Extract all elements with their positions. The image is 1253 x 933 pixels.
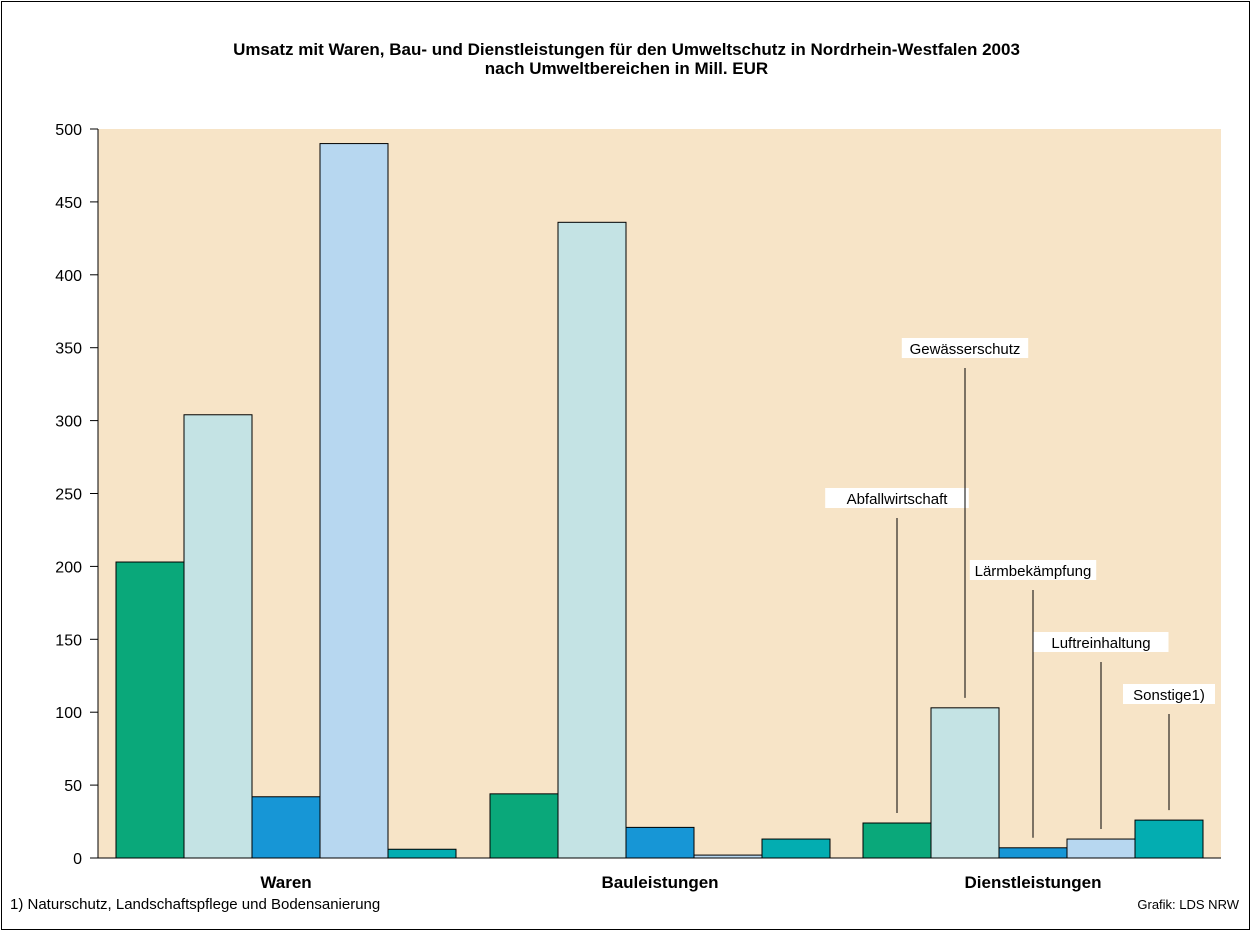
bar <box>319 143 389 859</box>
annotation-label: Lärmbekämpfung <box>975 563 1092 580</box>
chart-title-line2: nach Umweltbereichen in Mill. EUR <box>484 59 769 78</box>
y-tick-label: 100 <box>55 705 82 722</box>
y-tick-label: 50 <box>64 778 82 795</box>
bar <box>557 221 627 859</box>
bar <box>489 793 559 859</box>
bar <box>625 826 695 859</box>
bar <box>1134 819 1204 859</box>
bar <box>251 796 321 859</box>
y-tick-label: 400 <box>55 268 82 285</box>
y-tick-label: 0 <box>73 851 82 868</box>
y-tick-label: 500 <box>55 122 82 139</box>
credit: Grafik: LDS NRW <box>1137 897 1239 912</box>
bar <box>998 847 1068 859</box>
bar <box>693 854 763 859</box>
annotation-bg <box>901 338 1029 358</box>
chart-title: Umsatz mit Waren, Bau- und Dienstleistun… <box>0 40 1253 78</box>
y-tick-label: 250 <box>55 487 82 504</box>
x-category-label: Dienstleistungen <box>965 873 1102 892</box>
annotation-label: Luftreinhaltung <box>1051 635 1150 652</box>
y-tick-label: 450 <box>55 195 82 212</box>
annotation-bg <box>1123 684 1215 704</box>
footnote: 1) Naturschutz, Landschaftspflege und Bo… <box>10 896 381 913</box>
y-tick-label: 150 <box>55 632 82 649</box>
bar <box>761 838 831 859</box>
y-tick-label: 200 <box>55 559 82 576</box>
y-tick-label: 350 <box>55 341 82 358</box>
x-category-label: Bauleistungen <box>601 873 718 892</box>
bar <box>1066 838 1136 859</box>
bar <box>387 848 457 859</box>
bar <box>930 707 1000 859</box>
y-tick-label: 300 <box>55 414 82 431</box>
bar <box>862 822 932 859</box>
plot-area <box>98 129 1221 858</box>
annotation-bg <box>969 560 1097 580</box>
bar <box>115 561 185 859</box>
annotation-bg <box>825 488 969 508</box>
x-category-label: Waren <box>260 873 311 892</box>
annotation-label: Abfallwirtschaft <box>847 491 949 508</box>
bar <box>183 414 253 859</box>
chart-title-line1: Umsatz mit Waren, Bau- und Dienstleistun… <box>233 40 1020 59</box>
annotation-label: Sonstige1) <box>1133 687 1205 704</box>
annotation-bg <box>1033 632 1169 652</box>
annotation-label: Gewässerschutz <box>910 341 1021 358</box>
